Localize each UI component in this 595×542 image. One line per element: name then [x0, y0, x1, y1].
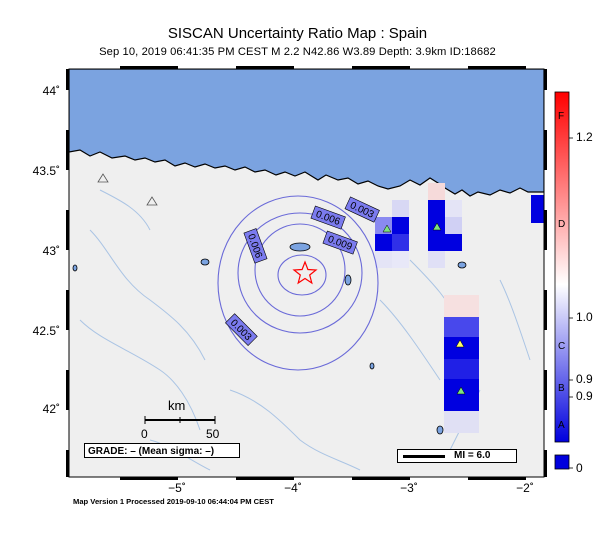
lakes	[72, 242, 467, 435]
lon-label: −3˚	[400, 481, 418, 495]
uncertainty-grid	[375, 183, 544, 433]
mi-line-sample	[403, 455, 445, 458]
colorbar-grade-letter: A	[558, 420, 565, 431]
colorbar-grade-letter: C	[558, 341, 566, 352]
station-active-marker	[456, 386, 466, 395]
station-inactive-marker	[146, 196, 158, 206]
station-inactive-marker	[97, 173, 109, 183]
station-active-marker	[382, 224, 392, 233]
colorbar-value-label: 1.2	[576, 130, 593, 144]
colorbar-value-label: 0.9	[576, 389, 593, 403]
processing-info: Map Version 1 Processed 2019-09-10 06:44…	[73, 497, 274, 506]
colorbar-grade-letter: F	[558, 111, 565, 122]
colorbar-zero-swatch	[554, 454, 570, 470]
scale-bar	[144, 416, 216, 424]
lon-label: −5˚	[168, 481, 186, 495]
lat-label: 43.5˚	[32, 164, 60, 178]
lon-label: −4˚	[284, 481, 302, 495]
lat-label: 42˚	[42, 402, 60, 416]
epicenter-star-icon	[292, 260, 318, 285]
colorbar-grade-letter: B	[558, 383, 565, 394]
colorbar-grade-letter: D	[558, 219, 566, 230]
station-active-marker	[432, 222, 442, 231]
lat-label: 43˚	[42, 244, 60, 258]
lat-label: 42.5˚	[32, 324, 60, 338]
station-active-marker	[455, 339, 465, 348]
colorbar-value-label: 0.9	[576, 372, 593, 386]
lat-label: 44˚	[42, 84, 60, 98]
mi-label: MI = 6.0	[454, 450, 491, 461]
colorbar-value-label: 0	[576, 461, 583, 475]
scale-max: 50	[206, 427, 220, 441]
event-info: Sep 10, 2019 06:41:35 PM CEST M 2.2 N42.…	[99, 46, 496, 58]
lon-label: −2˚	[516, 481, 534, 495]
scale-unit: km	[168, 398, 186, 413]
map-frame-ticks	[66, 66, 547, 480]
map-title: SISCAN Uncertainty Ratio Map : Spain	[167, 25, 428, 42]
contour-label-1: 0.006	[310, 205, 346, 230]
grade-box: GRADE: – (Mean sigma: –)	[84, 443, 240, 458]
colorbar-ticks	[569, 137, 573, 469]
colorbar-gradient	[554, 91, 570, 443]
contour-lines	[217, 195, 379, 371]
sea-area	[69, 69, 544, 197]
colorbar-value-label: 1.0	[576, 310, 593, 324]
mi-legend-box: MI = 6.0	[397, 449, 517, 463]
scale-zero: 0	[141, 427, 148, 441]
